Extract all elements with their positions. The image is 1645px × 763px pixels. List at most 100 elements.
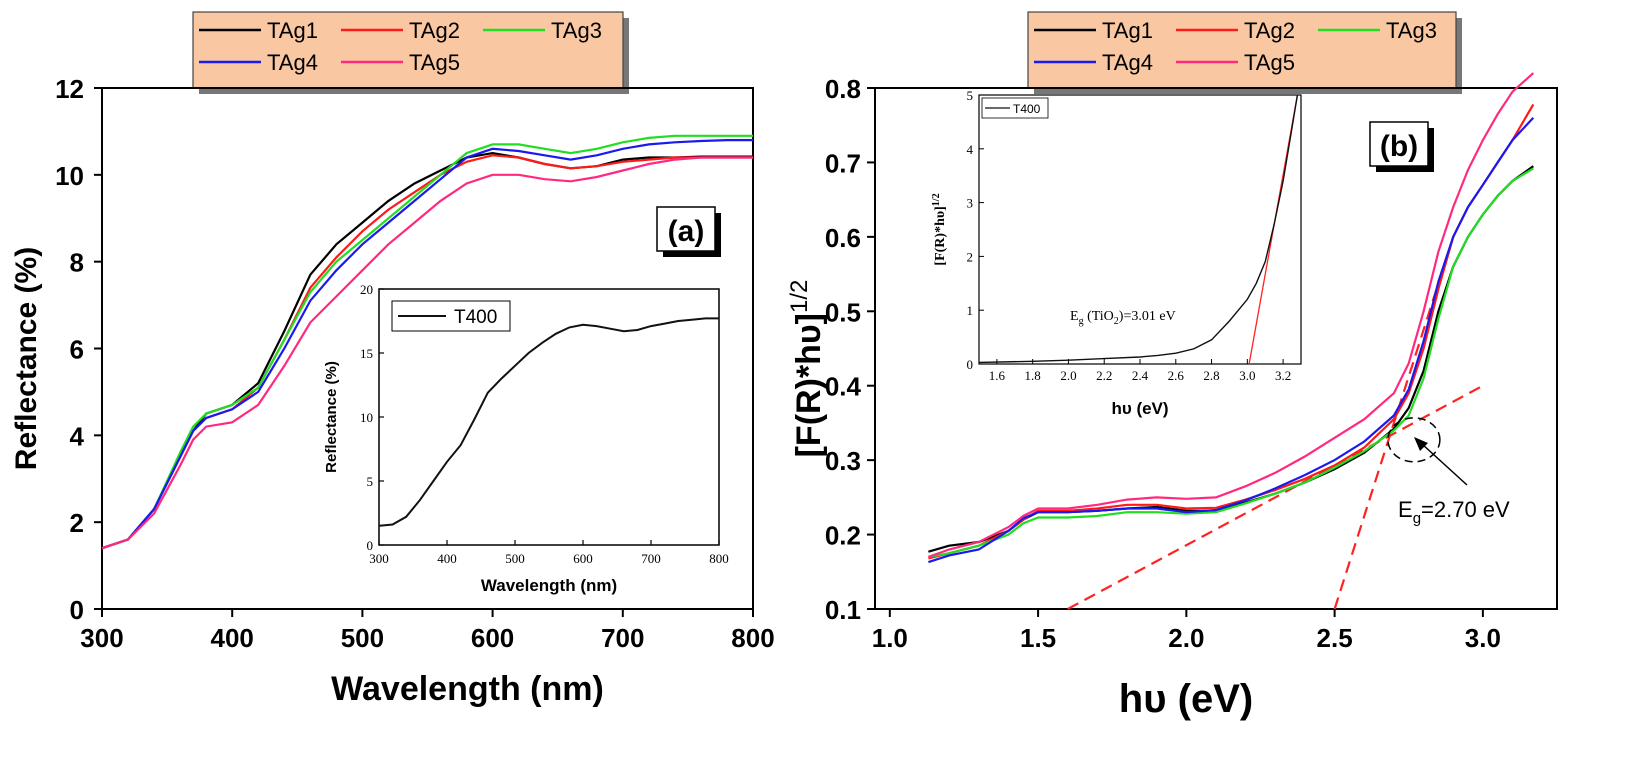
y-tick-label: 6 <box>70 335 84 365</box>
inset-y-tick-label: 20 <box>360 282 373 297</box>
x-tick-label: 3.0 <box>1465 623 1501 653</box>
inset-legend-box <box>981 97 1049 119</box>
legend-label-tag2: TAg2 <box>409 18 460 43</box>
inset-x-tick-label: 800 <box>709 551 729 566</box>
inset-x-tick-label: 700 <box>641 551 661 566</box>
legend-label-tag5: TAg5 <box>409 50 460 75</box>
inset-x-tick-label: 1.8 <box>1025 368 1041 383</box>
legend-label-tag5: TAg5 <box>1244 50 1295 75</box>
panel-b-label-frame <box>1369 121 1429 167</box>
x-tick-label: 300 <box>80 623 123 653</box>
legend-label-tag4: TAg4 <box>267 50 318 75</box>
inset-y-tick-label: 2 <box>967 249 974 264</box>
panel-a-inset-ticks: 300 400 500 600 700 800 0 5 10 15 20 <box>360 282 729 566</box>
panel-b-legend: TAg1 TAg2 TAg3 TAg4 TAg5 <box>1027 11 1462 94</box>
series-line-tag5 <box>928 72 1535 558</box>
panel-a: TAg1 TAg2 TAg3 TAg4 TAg5 300 400 500 600 700 800 0… <box>10 11 775 708</box>
panel-a-label: (a) <box>668 215 705 248</box>
inset-x-tick-label: 2.4 <box>1132 368 1149 383</box>
x-tick-label: 1.0 <box>872 623 908 653</box>
panel-a-x-axis-title: Wavelength (nm) <box>331 670 604 708</box>
panel-a-inset-series <box>378 317 719 527</box>
inset-legend-label-t400: T400 <box>454 307 497 328</box>
legend-box <box>192 11 624 89</box>
fit-line-1 <box>1067 384 1484 610</box>
y-tick-label: 0.6 <box>825 223 861 253</box>
annotation-sub: g <box>1413 510 1421 527</box>
panel-b-inset-y-axis-title: [F(R)*hυ]1/2 <box>931 193 948 265</box>
inset-x-tick-label: 2.0 <box>1060 368 1076 383</box>
inset-x-tick-label: 300 <box>369 551 389 566</box>
panel-a-series <box>101 134 753 550</box>
inset-y-tick-label: 10 <box>360 410 373 425</box>
panel-b-y-axis-title-main: [F(R)*hυ] <box>790 313 828 457</box>
inset-y-tick-label: 15 <box>360 346 373 361</box>
panel-b-inset-series <box>978 94 1299 365</box>
panel-b-x-axis-title: hυ (eV) <box>1119 677 1253 721</box>
panel-b-annotation-arrowhead <box>1414 437 1428 451</box>
panel-a-inset-x-axis-title: Wavelength (nm) <box>481 576 617 595</box>
legend-label-tag4: TAg4 <box>1102 50 1153 75</box>
inset-y-tick-label: 5 <box>367 474 374 489</box>
inset-annotation-sub: g <box>1079 316 1084 327</box>
inset-ylabel-sup: 1/2 <box>931 193 942 206</box>
inset-annotation-sub2: 2 <box>1114 316 1119 327</box>
inset-y-tick-label: 0 <box>967 357 974 372</box>
panel-a-legend: TAg1 TAg2 TAg3 TAg4 TAg5 <box>192 11 629 94</box>
legend-label-tag3: TAg3 <box>551 18 602 43</box>
inset-annotation-suffix: )=3.01 eV <box>1119 309 1176 324</box>
x-tick-label: 1.5 <box>1020 623 1056 653</box>
x-tick-label: 2.0 <box>1168 623 1204 653</box>
inset-x-tick-label: 3.0 <box>1239 368 1255 383</box>
inset-y-tick-label: 3 <box>967 196 974 211</box>
panel-b-bandgap-annotation: Eg=2.70 eV <box>1387 417 1510 527</box>
y-tick-label: 2 <box>70 508 84 538</box>
inset-y-tick-label: 4 <box>967 142 974 157</box>
y-tick-label: 0.8 <box>825 74 861 104</box>
panel-a-y-axis-title: Reflectance (%) <box>10 247 43 470</box>
inset-x-tick-label: 2.6 <box>1168 368 1185 383</box>
x-tick-label: 400 <box>211 623 254 653</box>
y-tick-label: 4 <box>70 421 85 451</box>
panel-a-label-box: (a) <box>656 206 721 257</box>
inset-y-tick-label: 0 <box>367 538 374 553</box>
inset-x-tick-label: 2.2 <box>1096 368 1112 383</box>
panel-b: TAg1 TAg2 TAg3 TAg4 TAg5 1.0 1.5 2.0 2.5 3.0 0.1 0… <box>786 11 1558 721</box>
y-tick-label: 0.7 <box>825 148 861 178</box>
inset-ylabel-main: [F(R)*hυ] <box>933 206 948 265</box>
panel-b-inset: 1.6 1.8 2.0 2.2 2.4 2.6 2.8 3.0 3.2 0 1 2 3 4 5 T400 E… <box>931 88 1302 418</box>
inset-y-tick-label: 5 <box>967 88 974 103</box>
y-tick-label: 0.4 <box>825 372 862 402</box>
annotation-prefix: E <box>1398 497 1413 522</box>
legend-label-tag3: TAg3 <box>1386 18 1437 43</box>
panel-b-annotation-arrow <box>1421 443 1468 486</box>
inset-series-line-t400 <box>978 94 1299 364</box>
panel-b-annotation-text: Eg=2.70 eV <box>1398 497 1510 527</box>
y-tick-label: 0.1 <box>825 595 861 625</box>
inset-x-tick-label: 600 <box>573 551 593 566</box>
y-tick-label: 0.3 <box>825 446 861 476</box>
y-tick-label: 8 <box>70 248 84 278</box>
inset-legend-label-t400: T400 <box>1013 102 1041 116</box>
series-line-tag5 <box>101 156 753 550</box>
panel-a-inset-y-axis-title: Reflectance (%) <box>323 361 340 473</box>
series-line-tag3 <box>101 134 753 550</box>
panel-a-inset-legend: T400 <box>391 300 511 332</box>
x-tick-label: 700 <box>601 623 644 653</box>
x-tick-label: 500 <box>341 623 384 653</box>
annotation-suffix: =2.70 eV <box>1421 497 1510 522</box>
inset-x-tick-label: 2.8 <box>1203 368 1219 383</box>
series-line-tag4 <box>101 139 753 550</box>
x-tick-label: 800 <box>731 623 774 653</box>
legend-label-tag2: TAg2 <box>1244 18 1295 43</box>
inset-x-tick-label: 1.6 <box>989 368 1006 383</box>
panel-b-axis-ticks: 1.0 1.5 2.0 2.5 3.0 0.1 0.2 0.3 0.4 0.5 0.6 0.7 0.8 <box>825 74 1501 653</box>
panel-b-label: (b) <box>1380 130 1418 163</box>
panel-a-axis-ticks: 300 400 500 600 700 800 0 2 4 6 8 10 12 <box>55 74 775 653</box>
legend-box <box>1027 11 1457 89</box>
inset-x-tick-label: 500 <box>505 551 525 566</box>
panel-b-inset-frame <box>978 94 1302 365</box>
inset-x-tick-label: 3.2 <box>1275 368 1291 383</box>
panel-b-series <box>928 72 1535 564</box>
